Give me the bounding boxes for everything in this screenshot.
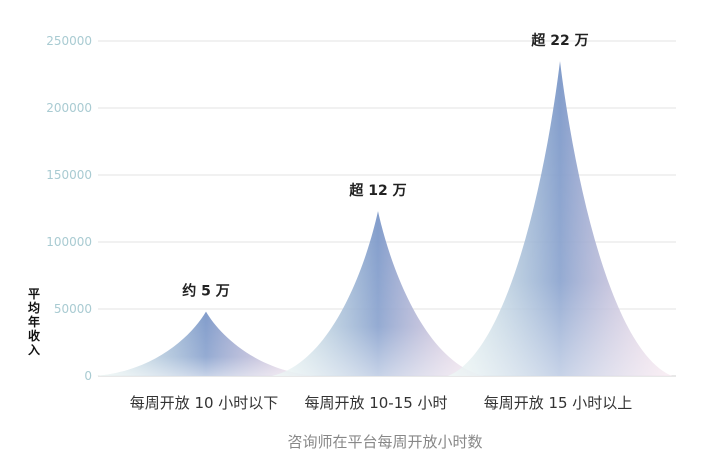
area-series [96, 61, 672, 376]
area-peak-highlight [448, 61, 672, 376]
y-axis-title: 平均年收入 [28, 287, 40, 357]
category-label: 每周开放 15 小时以上 [484, 394, 633, 412]
area-peak-highlight [96, 311, 316, 376]
y-tick-label: 100000 [46, 235, 92, 249]
area-peak [96, 311, 316, 376]
category-label: 每周开放 10 小时以下 [130, 394, 279, 412]
area-peak [448, 61, 672, 376]
y-tick-label: 150000 [46, 168, 92, 182]
area-peak [272, 211, 484, 376]
y-tick-label: 250000 [46, 34, 92, 48]
x-axis-title: 咨询师在平台每周开放小时数 [287, 433, 482, 451]
category-labels: 每周开放 10 小时以下 每周开放 10-15 小时 每周开放 15 小时以上 [130, 394, 633, 412]
data-labels: 约 5 万 超 12 万 超 22 万 [182, 32, 588, 300]
y-tick-label: 50000 [54, 302, 92, 316]
data-label: 超 22 万 [530, 32, 588, 49]
y-tick-labels: 0 50000 100000 150000 200000 250000 [46, 34, 92, 383]
y-tick-label: 0 [84, 369, 92, 383]
data-label: 超 12 万 [348, 182, 406, 199]
data-label: 约 5 万 [182, 283, 230, 300]
y-tick-label: 200000 [46, 101, 92, 115]
area-peak-highlight [272, 211, 484, 376]
category-label: 每周开放 10-15 小时 [304, 394, 447, 412]
